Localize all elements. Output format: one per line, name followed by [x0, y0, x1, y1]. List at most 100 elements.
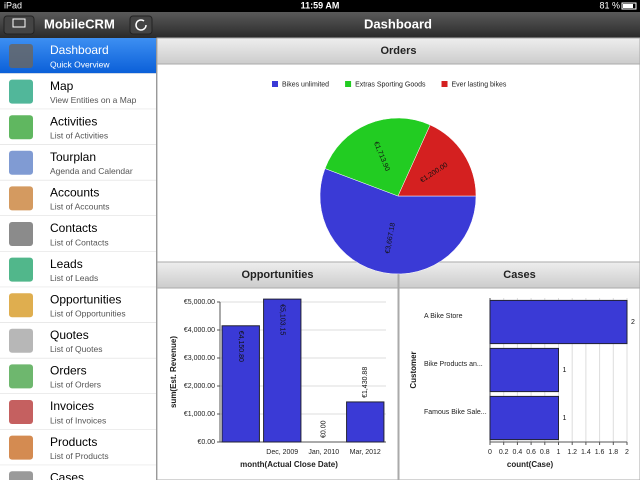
- menu-subtitle: List of Opportunities: [50, 308, 126, 318]
- y-axis-title: sum(Est. Revenue): [169, 336, 178, 408]
- y-axis-title: Customer: [409, 351, 418, 388]
- legend-swatch: [345, 81, 352, 87]
- menu-icon: [9, 44, 33, 68]
- pie-slice: [319, 168, 477, 275]
- menu-title: Invoices: [50, 399, 94, 413]
- pie-slice: [324, 117, 431, 197]
- x-tick-label: 1.8: [608, 449, 618, 456]
- data-label: €5,103.15: [278, 304, 285, 335]
- y-tick-label: €5,000.00: [184, 299, 215, 306]
- menu-title: Products: [50, 435, 97, 449]
- menu-title: Leads: [50, 257, 83, 271]
- refresh-button[interactable]: [129, 15, 153, 35]
- sync-icon: [12, 18, 26, 28]
- sync-button[interactable]: [3, 15, 35, 35]
- main-header: [156, 12, 640, 38]
- menu-subtitle: List of Leads: [50, 273, 98, 283]
- menu-subtitle: List of Activities: [50, 130, 108, 140]
- refresh-icon: [135, 19, 147, 31]
- menu-subtitle: Quick Overview: [50, 59, 110, 69]
- x-tick-label: Mar, 2012: [350, 449, 381, 456]
- menu-icon: [9, 328, 33, 353]
- bar: [346, 401, 385, 443]
- x-axis-title: count(Case): [507, 460, 554, 469]
- menu-subtitle: View Entities on a Map: [50, 95, 137, 105]
- data-label: 1: [563, 367, 567, 374]
- data-label: 2: [631, 319, 635, 326]
- x-tick-label: 1.4: [581, 449, 591, 456]
- panel-header: [156, 37, 640, 65]
- menu-icon: [9, 257, 33, 282]
- app-title: MobileCRM: [44, 16, 115, 31]
- x-tick-label: 0.6: [526, 449, 536, 456]
- menu-icon: [9, 150, 33, 175]
- x-tick-label: 0.4: [513, 449, 523, 456]
- clock: 11:59 AM: [301, 0, 340, 10]
- y-tick-label: €2,000.00: [184, 383, 215, 390]
- menu-subtitle: List of Invoices: [50, 415, 106, 425]
- x-tick-label: 1.6: [595, 449, 605, 456]
- y-tick-label: €4,000.00: [184, 327, 215, 334]
- menu-title: Opportunities: [50, 292, 121, 306]
- battery-icon: [621, 2, 637, 10]
- legend-swatch: [272, 81, 278, 87]
- menu-icon: [9, 115, 33, 140]
- x-tick-label: 1: [557, 449, 561, 456]
- menu-subtitle: List of Contacts: [50, 237, 109, 247]
- bar: [489, 395, 559, 441]
- menu-title: Cases: [50, 470, 84, 480]
- menu-title: Tourplan: [50, 150, 96, 164]
- menu-subtitle: List of Accounts: [50, 202, 110, 212]
- x-tick-label: 1.2: [567, 449, 577, 456]
- data-label: €4,150.80: [237, 331, 244, 362]
- bar: [221, 325, 260, 443]
- panel-title: Orders: [380, 45, 416, 57]
- main-title: Dashboard: [364, 16, 432, 31]
- legend-label: Extras Sporting Goods: [355, 81, 426, 88]
- legend-label: Ever lasting bikes: [452, 81, 507, 88]
- menu-icon: [9, 435, 33, 460]
- menu-subtitle: List of Quotes: [50, 344, 102, 354]
- x-axis-title: month(Actual Close Date): [240, 460, 338, 469]
- y-tick-label: Bike Products an...: [424, 361, 483, 368]
- menu-title: Map: [50, 79, 74, 93]
- x-tick-label: 2: [625, 449, 629, 456]
- panel-title: Cases: [503, 269, 535, 281]
- bar: [263, 298, 302, 443]
- x-tick-label: 0.2: [499, 449, 509, 456]
- x-tick-label: Dec, 2009: [266, 449, 298, 456]
- battery-level: 81 %: [599, 0, 620, 10]
- menu-icon: [9, 222, 33, 246]
- panel-header: [156, 261, 399, 289]
- menu-subtitle: Agenda and Calendar: [50, 166, 133, 176]
- data-label: 1: [563, 415, 567, 422]
- status-bar: [0, 0, 640, 12]
- x-tick-label: 0: [488, 449, 492, 456]
- menu-title: Activities: [50, 114, 97, 128]
- menu-item[interactable]: [0, 465, 156, 480]
- bar: [489, 299, 628, 345]
- menu-icon: [9, 471, 33, 480]
- bar: [489, 347, 559, 393]
- legend-label: Bikes unlimited: [282, 81, 329, 88]
- y-tick-label: A Bike Store: [424, 313, 463, 320]
- legend-swatch: [441, 81, 448, 87]
- panel-header: [398, 261, 640, 289]
- pie-slice: [397, 124, 477, 197]
- y-tick-label: €1,000.00: [184, 411, 215, 418]
- menu-icon: [9, 293, 33, 318]
- menu-title: Quotes: [50, 328, 89, 342]
- y-tick-label: €0.00: [197, 439, 215, 446]
- device-name: iPad: [4, 0, 22, 10]
- x-tick-label: Jan, 2010: [308, 449, 339, 456]
- menu-title: Dashboard: [50, 43, 109, 57]
- battery-fill: [623, 4, 633, 8]
- menu-icon: [9, 364, 33, 389]
- data-label: €0.00: [321, 420, 328, 438]
- menu-title: Accounts: [50, 186, 99, 200]
- menu-icon: [9, 186, 33, 211]
- menu-icon: [9, 400, 33, 424]
- x-tick-label: 0.8: [540, 449, 550, 456]
